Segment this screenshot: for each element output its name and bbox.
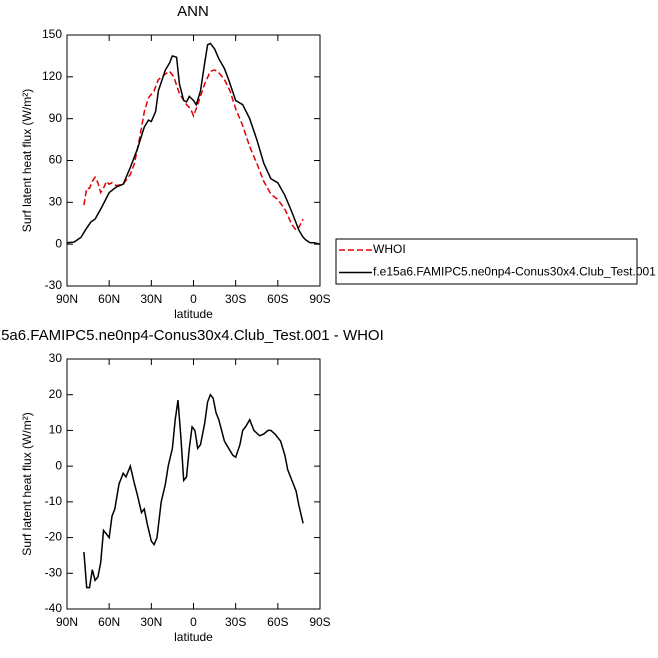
x-tick-label: 0 xyxy=(190,292,197,306)
x-tick-label: 60S xyxy=(267,615,288,629)
y-tick-label: 0 xyxy=(55,458,62,472)
y-tick-label: 10 xyxy=(49,423,63,437)
legend-label: f.e15a6.FAMIPC5.ne0np4-Conus30x4.Club_Te… xyxy=(373,265,656,279)
x-tick-label: 60N xyxy=(98,615,120,629)
x-tick-label: 30S xyxy=(225,615,246,629)
data-line xyxy=(83,69,304,232)
y-tick-label: -10 xyxy=(45,494,63,508)
x-tick-label: 60S xyxy=(267,292,288,306)
x-axis-label: latitude xyxy=(174,307,213,321)
y-tick-label: 0 xyxy=(55,236,62,250)
chart-title: .e15a6.FAMIPC5.ne0np4-Conus30x4.Club_Tes… xyxy=(0,327,384,344)
x-tick-label: 30N xyxy=(140,615,162,629)
data-line xyxy=(83,393,304,589)
x-axis-label: latitude xyxy=(174,630,213,644)
x-tick-label: 90S xyxy=(309,615,330,629)
legend-label: WHOI xyxy=(373,242,406,256)
y-axis-label: Surf latent heat flux (W/m²) xyxy=(20,89,34,232)
y-tick-label: 20 xyxy=(49,387,63,401)
x-tick-label: 90N xyxy=(56,615,78,629)
y-tick-label: 60 xyxy=(49,153,63,167)
y-tick-label: -40 xyxy=(45,601,63,615)
y-tick-label: 30 xyxy=(49,351,63,365)
x-tick-label: 30S xyxy=(225,292,246,306)
y-tick-label: -20 xyxy=(45,530,63,544)
x-tick-label: 90S xyxy=(309,292,330,306)
x-tick-label: 30N xyxy=(140,292,162,306)
plot-frame xyxy=(66,358,321,610)
y-tick-label: 30 xyxy=(49,195,63,209)
x-tick-label: 0 xyxy=(190,615,197,629)
legend-box xyxy=(335,238,638,285)
x-tick-label: 90N xyxy=(56,292,78,306)
plot-frame xyxy=(66,34,321,287)
y-tick-label: 150 xyxy=(42,27,62,41)
y-tick-label: 90 xyxy=(49,111,63,125)
y-tick-label: -30 xyxy=(45,278,63,292)
y-tick-label: 120 xyxy=(42,69,62,83)
y-tick-label: -30 xyxy=(45,565,63,579)
chart-title: ANN xyxy=(177,3,209,20)
data-line xyxy=(66,42,321,245)
x-tick-label: 60N xyxy=(98,292,120,306)
y-axis-label: Surf latent heat flux (W/m²) xyxy=(20,412,34,555)
